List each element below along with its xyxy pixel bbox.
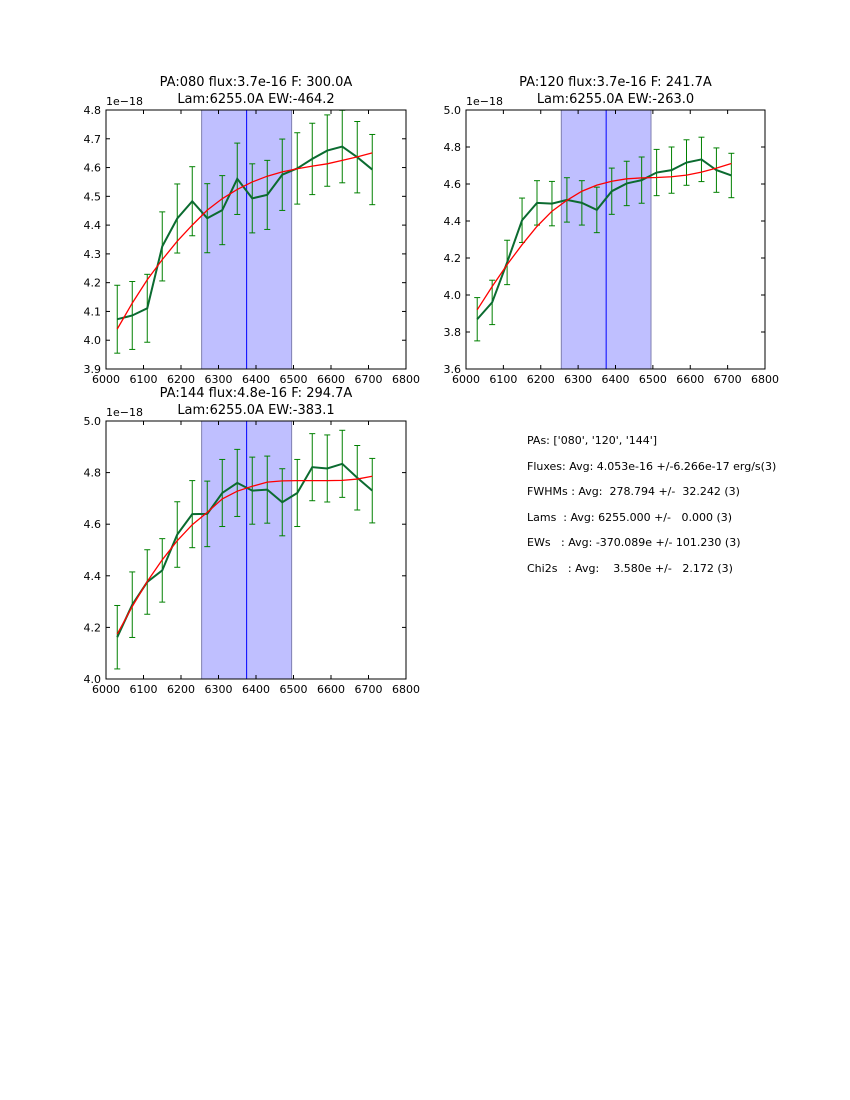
x-tick-label: 6600: [676, 373, 704, 386]
y-tick-label: 4.4: [84, 570, 102, 583]
x-tick-label: 6500: [280, 373, 308, 386]
y-tick-label: 4.2: [84, 621, 102, 634]
summary-fluxes: Fluxes: Avg: 4.053e-16 +/-6.266e-17 erg/…: [527, 459, 777, 473]
y-tick-label: 3.8: [444, 326, 462, 339]
subplot-2: PA:120 flux:3.7e-16 F: 241.7A Lam:6255.0A…: [444, 75, 780, 386]
y-tick-label: 4.5: [84, 190, 102, 203]
y-tick-label: 3.9: [84, 363, 102, 376]
y-tick-label: 4.1: [84, 305, 102, 318]
data-series-line: [117, 145, 373, 321]
y-tick-label: 4.6: [444, 178, 462, 191]
y-tick-label: 4.3: [84, 248, 102, 261]
x-tick-label: 6200: [167, 373, 195, 386]
summary-pas: PAs: ['080', '120', '144']: [527, 434, 658, 447]
x-tick-label: 6500: [280, 683, 308, 696]
x-tick-label: 6700: [355, 373, 383, 386]
y-tick-label: 4.2: [444, 252, 462, 265]
fit-series-line: [476, 162, 732, 311]
y-tick-label: 4.8: [84, 104, 102, 117]
x-tick-label: 6000: [92, 373, 120, 386]
x-tick-label: 6300: [564, 373, 592, 386]
summary-chi2s: Chi2s : Avg: 3.580e +/- 2.172 (3): [527, 561, 733, 575]
summary-lams: Lams : Avg: 6255.000 +/- 0.000 (3): [527, 510, 733, 524]
subplot-3: PA:144 flux:4.8e-16 F: 294.7A Lam:6255.0A…: [84, 386, 421, 696]
summary-fwhms: FWHMs : Avg: 278.794 +/- 32.242 (3): [527, 485, 740, 499]
data-series-line: [116, 462, 373, 638]
x-tick-label: 6400: [602, 373, 630, 386]
x-tick-label: 6200: [167, 683, 195, 696]
x-tick-label: 6600: [317, 373, 345, 386]
y-tick-label: 4.2: [84, 277, 102, 290]
y-tick-label: 4.0: [444, 289, 462, 302]
plot-title-line2: Lam:6255.0A EW:-263.0: [537, 92, 694, 107]
y-tick-label: 4.8: [444, 141, 462, 154]
fit-series-line: [116, 152, 373, 330]
y-tick-label: 4.4: [84, 219, 102, 232]
plot-title-line1: PA:144 flux:4.8e-16 F: 294.7A: [160, 386, 353, 401]
x-tick-label: 6400: [242, 373, 270, 386]
y-tick-label: 5.0: [84, 415, 102, 428]
x-tick-label: 6200: [527, 373, 555, 386]
y-tick-label: 4.0: [84, 334, 102, 347]
y-tick-label: 4.0: [84, 673, 102, 686]
summary-block: PAs: ['080', '120', '144'] Fluxes: Avg: …: [527, 434, 776, 588]
fit-series-line: [116, 475, 373, 635]
x-tick-label: 6100: [130, 683, 158, 696]
y-tick-label: 4.8: [84, 467, 102, 480]
y-tick-label: 5.0: [444, 104, 462, 117]
plot-title-line2: Lam:6255.0A EW:-464.2: [177, 92, 334, 107]
plot-title-line1: PA:120 flux:3.7e-16 F: 241.7A: [519, 75, 712, 90]
data-series-line: [476, 158, 732, 320]
y-tick-label: 4.6: [84, 162, 102, 175]
y-tick-label: 4.7: [84, 133, 102, 146]
x-tick-label: 6400: [242, 683, 270, 696]
x-tick-label: 6800: [751, 373, 779, 386]
plot-title-line1: PA:080 flux:3.7e-16 F: 300.0A: [160, 75, 353, 90]
offset-label: 1e−18: [106, 95, 143, 108]
y-tick-label: 4.6: [84, 518, 102, 531]
offset-label: 1e−18: [466, 95, 503, 108]
x-tick-label: 6300: [205, 373, 233, 386]
x-tick-label: 6600: [317, 683, 345, 696]
offset-label: 1e−18: [106, 406, 143, 419]
y-tick-label: 4.4: [444, 215, 462, 228]
y-tick-label: 3.6: [444, 363, 462, 376]
x-tick-label: 6000: [92, 683, 120, 696]
x-tick-label: 6500: [639, 373, 667, 386]
x-tick-label: 6800: [392, 683, 420, 696]
summary-ews: EWs : Avg: -370.089e +/- 101.230 (3): [527, 536, 741, 550]
x-tick-label: 6000: [452, 373, 480, 386]
x-tick-label: 6700: [714, 373, 742, 386]
x-tick-label: 6300: [205, 683, 233, 696]
x-tick-label: 6100: [489, 373, 517, 386]
x-tick-label: 6800: [392, 373, 420, 386]
subplot-1: PA:080 flux:3.7e-16 F: 300.0A Lam:6255.0A…: [84, 75, 421, 386]
plot-title-line2: Lam:6255.0A EW:-383.1: [177, 403, 334, 418]
x-tick-label: 6700: [355, 683, 383, 696]
x-tick-label: 6100: [130, 373, 158, 386]
